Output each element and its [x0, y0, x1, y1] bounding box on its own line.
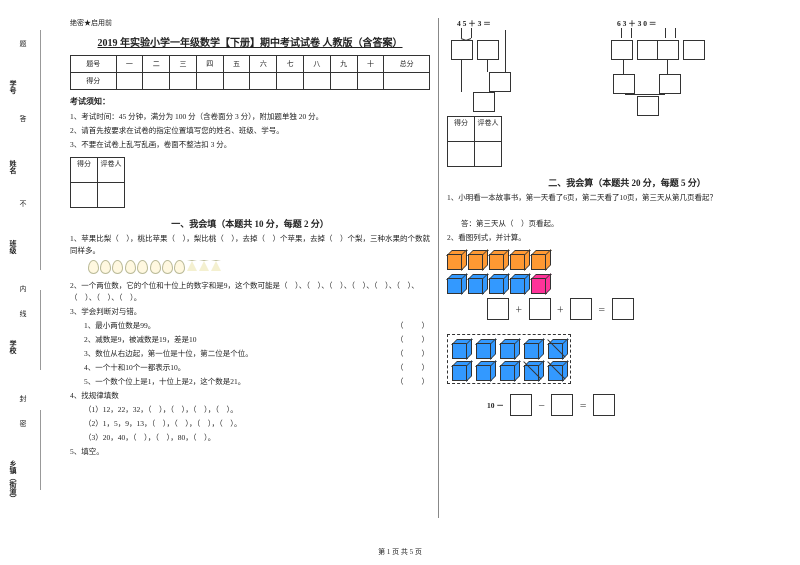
- exam-title: 2019 年实验小学一年级数学【下册】期中考试试卷 人教版（含答案）: [70, 34, 430, 49]
- cube-subtraction-figure: [447, 334, 571, 384]
- page-footer: 第 1 页 共 5 页: [0, 547, 800, 557]
- binding-label: 学校: [8, 340, 18, 354]
- binding-anno: 线: [18, 310, 28, 317]
- math2-expr: 6 3 ＋ 3 0 ＝: [617, 18, 656, 29]
- notices-list: 1、考试时间：45 分钟，满分为 100 分（含卷面分 3 分），附加题单独 2…: [70, 111, 430, 151]
- vertical-math: 4 5 ＋ 3 ＝ 6 3 ＋ 3 0 ＝: [447, 18, 800, 98]
- q1: 1、苹果比梨（ ），桃比苹果（ ），梨比桃（ ），去掉（ ）个苹果，去掉（ ）个…: [70, 233, 430, 257]
- blank-box: [487, 298, 509, 320]
- scorebox-2: 得分评卷人: [447, 116, 502, 167]
- q3-head: 3、学会判断对与错。: [70, 306, 430, 318]
- fruit-illustration: [88, 260, 430, 274]
- scorebox2-score: 得分: [448, 117, 475, 142]
- q2: 2、一个两位数，它的个位和十位上的数字和是9，这个数可能是（ ）、（ ）、（ ）…: [70, 280, 430, 304]
- binding-anno: 内: [18, 285, 28, 292]
- notices-head: 考试须知：: [70, 96, 430, 107]
- q4-list: （1）12，22，32，（ ），（ ），（ ），（ ）。（2）1，5，9，13，…: [70, 404, 430, 444]
- q3-list: 1、最小两位数是99。（ ）2、减数是9，被减数是19，差是10（ ）3、数位从…: [70, 320, 430, 388]
- blank-box: [529, 298, 551, 320]
- blank-box: [593, 394, 615, 416]
- binding-label: 学号: [8, 80, 18, 94]
- blank-box: [612, 298, 634, 320]
- score-table: 题号一二三四五六七八九十总分 得分: [70, 55, 430, 90]
- addition-equation: ＋ ＋ ＝: [487, 298, 800, 320]
- binding-anno: 答: [18, 115, 28, 122]
- s2q1: 1、小明看一本故事书，第一天看了6页，第二天看了10页，第三天从第几页看起？: [447, 192, 800, 204]
- blank-box: [551, 394, 573, 416]
- notice-item: 3、不要在试卷上乱写乱画，卷面不整洁扣 3 分。: [70, 139, 430, 151]
- section-1-title: 一、我会填（本题共 10 分，每题 2 分）: [70, 217, 430, 230]
- section-2-title: 二、我会算（本题共 20 分，每题 5 分）: [447, 176, 800, 189]
- binding-anno: 封: [18, 395, 28, 402]
- binding-label: 姓名: [8, 160, 18, 174]
- left-column: 绝密★启用前 2019 年实验小学一年级数学【下册】期中考试试卷 人教版（含答案…: [62, 0, 438, 565]
- scorebox-grader: 评卷人: [98, 158, 125, 183]
- eq2-prefix: 10 －: [487, 400, 504, 411]
- notice-item: 2、请首先按要求在试卷的指定位置填写您的姓名、班级、学号。: [70, 125, 430, 137]
- blank-box: [570, 298, 592, 320]
- scorebox-score: 得分: [71, 158, 98, 183]
- s2a1: 答：第三天从（ ）页看起。: [461, 218, 800, 230]
- right-column: 4 5 ＋ 3 ＝ 6 3 ＋ 3 0 ＝: [439, 0, 800, 565]
- scorebox-1: 得分评卷人: [70, 157, 125, 208]
- confidential-mark: 绝密★启用前: [70, 18, 430, 28]
- math1-expr: 4 5 ＋ 3 ＝: [457, 18, 491, 29]
- q4-head: 4、找规律填数: [70, 390, 430, 402]
- binding-label: 乡镇（街道）: [8, 460, 18, 502]
- s2q2: 2、看图列式，并计算。: [447, 232, 800, 244]
- binding-anno: 不: [18, 200, 28, 207]
- binding-anno: 密: [18, 420, 28, 427]
- binding-anno: 题: [18, 40, 28, 47]
- binding-edge: 乡镇（街道） 学校 班级 姓名 学号密 封 线 内 不 答 题: [0, 0, 60, 565]
- math-tree-2: 6 3 ＋ 3 0 ＝: [617, 18, 747, 98]
- subtraction-equation: 10 － － ＝: [487, 394, 800, 416]
- binding-label: 班级: [8, 240, 18, 254]
- notice-item: 1、考试时间：45 分钟，满分为 100 分（含卷面分 3 分），附加题单独 2…: [70, 111, 430, 123]
- cube-addition-figure: [447, 250, 697, 292]
- math-tree-1: 4 5 ＋ 3 ＝: [447, 18, 577, 98]
- blank-box: [510, 394, 532, 416]
- scorebox2-grader: 评卷人: [475, 117, 502, 142]
- q5: 5、填空。: [70, 446, 430, 458]
